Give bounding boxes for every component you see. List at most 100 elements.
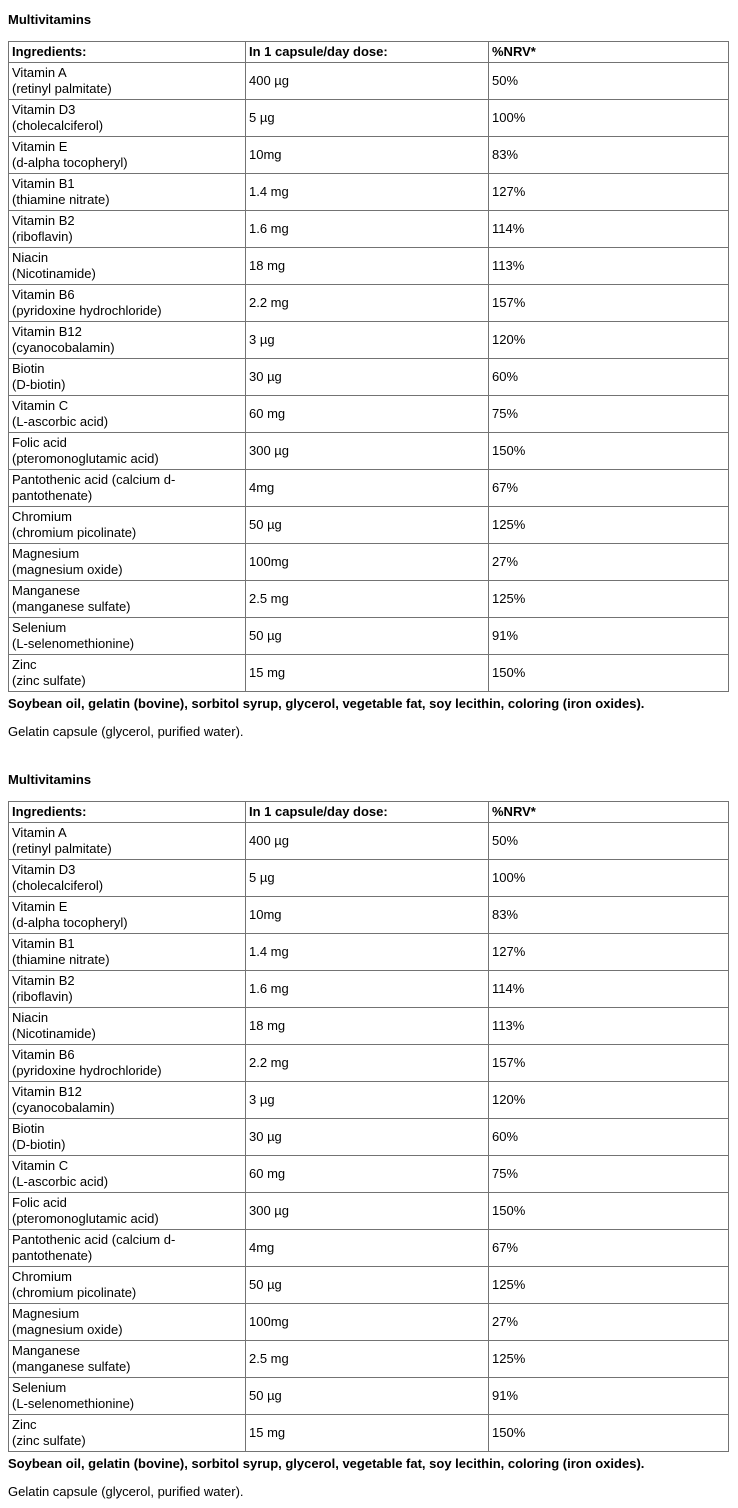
ingredient-name-cell: Vitamin B12 (cyanocobalamin) [8,321,246,359]
nrv-cell: 120% [488,321,729,359]
ingredient-name-cell: Vitamin A (retinyl palmitate) [8,822,246,860]
dose-cell: 100mg [245,543,489,581]
dose-cell: 10mg [245,136,489,174]
table-row: Vitamin B2 (riboflavin) 1.6 mg 114% [8,970,729,1008]
ingredient-form: (manganese sulfate) [12,1359,131,1374]
dose-cell: 30 µg [245,358,489,396]
ingredient-form: (cholecalciferol) [12,878,104,893]
ingredient-name: Vitamin D3 [12,862,76,877]
ingredient-name-cell: Chromium (chromium picolinate) [8,506,246,544]
dose-cell: 50 µg [245,617,489,655]
table-row: Vitamin E (d-alpha tocopheryl) 10mg 83% [8,896,729,934]
page: Multivitamins Ingredients: In 1 capsule/… [8,12,730,1500]
dose-cell: 15 mg [245,1414,489,1452]
dose-cell: 400 µg [245,62,489,100]
ingredient-name: Vitamin B1 [12,936,75,951]
ingredient-name: Vitamin B2 [12,973,75,988]
ingredient-name: Vitamin B2 [12,213,75,228]
nrv-cell: 125% [488,506,729,544]
dose-cell: 1.6 mg [245,970,489,1008]
ingredient-name: Vitamin A [12,825,67,840]
ingredient-form: (Nicotinamide) [12,266,96,281]
table-header-row: Ingredients: In 1 capsule/day dose: %NRV… [8,41,729,63]
ingredient-name-cell: Niacin (Nicotinamide) [8,247,246,285]
table-row: Biotin (D-biotin) 30 µg 60% [8,358,729,396]
ingredient-name-cell: Vitamin E (d-alpha tocopheryl) [8,136,246,174]
column-header-ingredients: Ingredients: [8,801,246,823]
nrv-cell: 150% [488,1414,729,1452]
ingredient-name-cell: Vitamin E (d-alpha tocopheryl) [8,896,246,934]
nrv-cell: 67% [488,1229,729,1267]
nrv-cell: 83% [488,136,729,174]
ingredient-form: (D-biotin) [12,1137,66,1152]
ingredient-name-cell: Magnesium (magnesium oxide) [8,1303,246,1341]
dose-cell: 2.2 mg [245,1044,489,1082]
nrv-cell: 60% [488,358,729,396]
dose-cell: 3 µg [245,321,489,359]
table-row: Magnesium (magnesium oxide) 100mg 27% [8,1303,729,1341]
ingredient-name: Vitamin D3 [12,102,76,117]
ingredient-name-cell: Vitamin B6 (pyridoxine hydrochloride) [8,1044,246,1082]
nrv-cell: 113% [488,1007,729,1045]
ingredient-name: Vitamin C [12,1158,69,1173]
nrv-cell: 157% [488,284,729,322]
ingredient-name: Pantothenic acid (calcium d-pantothenate… [12,472,176,503]
ingredient-form: (riboflavin) [12,989,73,1004]
column-header-dose: In 1 capsule/day dose: [245,801,489,823]
ingredient-name: Vitamin C [12,398,69,413]
ingredient-name-cell: Selenium (L-selenomethionine) [8,1377,246,1415]
nrv-cell: 125% [488,580,729,618]
ingredient-form: (cholecalciferol) [12,118,104,133]
table-row: Selenium (L-selenomethionine) 50 µg 91% [8,1377,729,1415]
ingredient-name: Manganese [12,583,80,598]
ingredient-name: Biotin [12,1121,45,1136]
ingredient-name-cell: Biotin (D-biotin) [8,358,246,396]
ingredient-form: (L-ascorbic acid) [12,1174,109,1189]
nrv-cell: 125% [488,1266,729,1304]
dose-cell: 3 µg [245,1081,489,1119]
ingredient-form: (magnesium oxide) [12,562,123,577]
table-row: Niacin (Nicotinamide) 18 mg 113% [8,1007,729,1045]
ingredient-name: Vitamin B6 [12,287,75,302]
nrv-cell: 91% [488,1377,729,1415]
ingredient-name: Pantothenic acid (calcium d-pantothenate… [12,1232,176,1263]
table-row: Biotin (D-biotin) 30 µg 60% [8,1118,729,1156]
ingredient-form: (chromium picolinate) [12,1285,137,1300]
ingredient-name: Chromium [12,509,72,524]
nrv-cell: 114% [488,210,729,248]
ingredient-name: Vitamin A [12,65,67,80]
ingredient-name-cell: Magnesium (magnesium oxide) [8,543,246,581]
dose-cell: 50 µg [245,1266,489,1304]
ingredient-name: Niacin [12,1010,49,1025]
dose-cell: 18 mg [245,1007,489,1045]
table-row: Vitamin D3 (cholecalciferol) 5 µg 100% [8,99,729,137]
dose-cell: 60 mg [245,1155,489,1193]
nrv-cell: 113% [488,247,729,285]
ingredient-name: Chromium [12,1269,72,1284]
other-ingredients-text: Soybean oil, gelatin (bovine), sorbitol … [8,696,645,711]
ingredient-name: Selenium [12,620,67,635]
nrv-cell: 50% [488,62,729,100]
column-header-dose: In 1 capsule/day dose: [245,41,489,63]
table-row: Zinc (zinc sulfate) 15 mg 150% [8,654,729,692]
ingredient-name-cell: Folic acid (pteromonoglutamic acid) [8,432,246,470]
ingredient-form: (zinc sulfate) [12,673,86,688]
ingredient-form: (cyanocobalamin) [12,340,115,355]
table-row: Manganese (manganese sulfate) 2.5 mg 125% [8,580,729,618]
dose-cell: 18 mg [245,247,489,285]
ingredient-form: (d-alpha tocopheryl) [12,915,128,930]
nrv-cell: 75% [488,395,729,433]
ingredient-name-cell: Folic acid (pteromonoglutamic acid) [8,1192,246,1230]
dose-cell: 50 µg [245,506,489,544]
dose-cell: 60 mg [245,395,489,433]
nrv-cell: 75% [488,1155,729,1193]
ingredient-form: (manganese sulfate) [12,599,131,614]
table-row: Pantothenic acid (calcium d-pantothenate… [8,469,729,507]
ingredient-name: Vitamin B6 [12,1047,75,1062]
dose-cell: 1.6 mg [245,210,489,248]
ingredient-name: Vitamin B12 [12,1084,82,1099]
table-row: Niacin (Nicotinamide) 18 mg 113% [8,247,729,285]
ingredient-form: (magnesium oxide) [12,1322,123,1337]
dose-cell: 5 µg [245,859,489,897]
table-row: Vitamin B1 (thiamine nitrate) 1.4 mg 127% [8,933,729,971]
